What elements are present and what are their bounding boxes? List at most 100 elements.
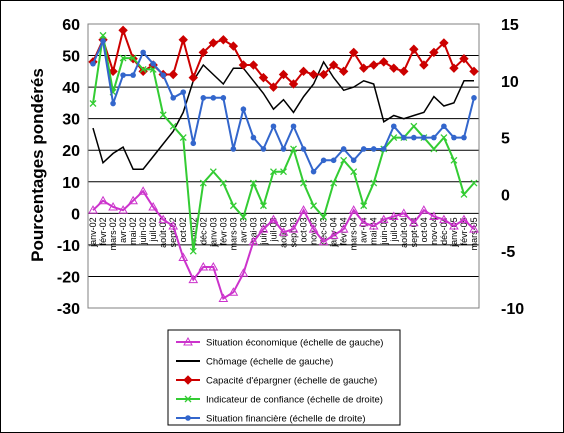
data-point: [330, 179, 338, 187]
data-point: [401, 134, 407, 141]
data-point: [248, 236, 259, 246]
data-point: [268, 82, 279, 92]
x-tick-label: avr-03: [238, 217, 248, 243]
data-point: [350, 168, 358, 176]
data-point: [168, 220, 179, 230]
data-point: [449, 63, 459, 73]
data-point: [328, 230, 339, 239]
data-point: [120, 72, 126, 78]
x-tick-label: mai-04: [369, 217, 379, 245]
data-point: [288, 79, 299, 89]
data-point: [469, 224, 479, 233]
x-axis-ticks: janv-02 févr-02 mars-02 avr-02 mai-02 juin-02…: [88, 217, 479, 250]
data-point: [218, 293, 229, 303]
data-point: [238, 268, 249, 277]
data-point: [249, 179, 257, 187]
legend-label: Indicateur de confiance (échelle de droi…: [206, 395, 383, 406]
data-point: [389, 63, 399, 73]
data-point: [108, 66, 118, 77]
data-point: [189, 247, 197, 255]
data-point: [460, 190, 468, 198]
data-point: [270, 168, 277, 176]
data-point: [360, 202, 368, 210]
data-point: [429, 211, 439, 220]
legend-label: Situation financière (échelle de droite): [206, 414, 365, 425]
data-point: [441, 123, 447, 130]
right-axis-ticks: -10 -5 0 5 10 15: [501, 17, 524, 318]
data-point: [200, 95, 207, 101]
data-point: [210, 95, 217, 101]
data-point: [218, 35, 229, 45]
x-tick-label: août-04: [399, 217, 409, 248]
data-point: [288, 224, 299, 233]
data-point: [280, 168, 287, 176]
data-point: [238, 60, 249, 70]
data-point: [449, 220, 459, 230]
left-tick-label: 40: [62, 80, 80, 97]
legend-label: Situation économique (échelle de gauche): [206, 338, 383, 349]
legend-label: Chômage (échelle de gauche): [206, 357, 333, 368]
right-tick-label: -5: [501, 244, 515, 261]
legend-entry: Indicateur de confiance (échelle de droi…: [176, 395, 383, 406]
data-point: [340, 146, 347, 152]
data-point: [348, 47, 359, 58]
right-tick-label: 10: [501, 74, 519, 91]
data-point: [198, 47, 209, 58]
x-tick-label: janv-03: [208, 217, 218, 248]
data-point: [140, 49, 146, 56]
x-tick-label: janv-02: [88, 217, 98, 248]
data-point: [108, 202, 118, 211]
data-point: [469, 66, 479, 77]
right-tick-label: 5: [501, 131, 510, 148]
data-point: [90, 60, 96, 67]
data-point: [148, 202, 159, 211]
x-tick-label: sept-02: [168, 217, 178, 247]
x-tick-label: févr-05: [459, 217, 469, 245]
data-point: [188, 274, 199, 284]
data-point: [118, 25, 128, 36]
series: [88, 25, 479, 92]
data-point: [290, 145, 297, 153]
data-point: [130, 72, 136, 78]
data-point: [470, 179, 478, 187]
data-point: [183, 336, 193, 346]
data-point: [268, 214, 279, 224]
series-line: [92, 60, 474, 170]
data-point: [370, 179, 378, 187]
data-point: [340, 156, 348, 164]
x-tick-label: mars-05: [469, 217, 479, 250]
data-point: [450, 156, 458, 164]
data-point: [278, 69, 289, 80]
data-point: [128, 195, 138, 205]
data-point: [129, 54, 137, 62]
plot-area: [87, 23, 480, 309]
data-point: [398, 208, 409, 217]
data-point: [209, 168, 217, 176]
x-tick-label: mars-03: [228, 217, 238, 250]
data-point: [421, 134, 427, 141]
x-tick-label: févr-04: [339, 217, 349, 245]
x-tick-label: juil-02: [148, 217, 158, 242]
data-point: [199, 179, 207, 187]
data-point: [208, 38, 219, 48]
left-tick-label: 0: [71, 206, 80, 223]
x-tick-label: nov-02: [188, 217, 198, 245]
data-point: [338, 66, 349, 77]
data-point: [178, 252, 189, 262]
data-point: [258, 224, 269, 233]
data-point: [159, 111, 167, 119]
left-tick-label: 60: [62, 17, 80, 34]
data-point: [439, 214, 449, 224]
data-point: [318, 69, 329, 80]
left-tick-label: 50: [62, 49, 80, 66]
data-point: [440, 134, 448, 142]
x-tick-label: févr-02: [98, 217, 108, 245]
x-tick-label: juil-04: [389, 217, 399, 242]
legend-box: [167, 329, 401, 426]
data-point: [380, 146, 387, 152]
data-point: [461, 134, 467, 141]
data-point: [439, 38, 449, 48]
data-point: [169, 122, 177, 130]
data-point: [430, 145, 438, 153]
data-point: [188, 72, 198, 83]
